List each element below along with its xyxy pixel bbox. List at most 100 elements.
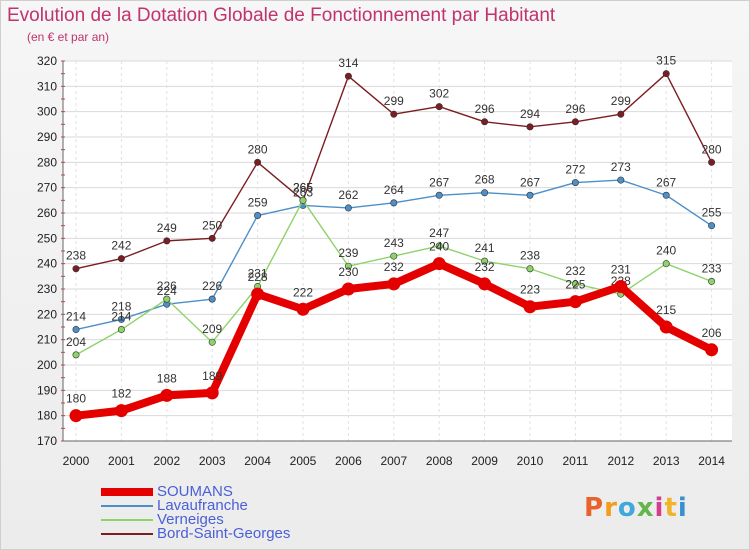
data-point: [341, 282, 355, 296]
data-point: [662, 191, 670, 199]
data-point: [614, 279, 628, 293]
data-point: [205, 386, 219, 400]
data-label: 223: [520, 283, 540, 297]
data-point: [662, 260, 670, 268]
legend-swatch: [101, 505, 153, 507]
data-label: 224: [157, 284, 177, 298]
y-tick-label: 300: [37, 105, 57, 119]
proxiti-logo: Proxiti: [584, 493, 688, 523]
data-label: 214: [66, 310, 86, 324]
data-label: 267: [429, 175, 449, 189]
legend-item: Lavaufranche: [101, 498, 290, 513]
data-point: [659, 320, 673, 334]
data-point: [387, 277, 401, 291]
x-tick-label: 2004: [244, 454, 271, 468]
data-point: [435, 103, 443, 111]
data-point: [163, 237, 171, 245]
data-label: 226: [202, 279, 222, 293]
data-label: 233: [702, 261, 722, 275]
data-label: 314: [338, 56, 358, 70]
data-point: [435, 191, 443, 199]
data-point: [114, 404, 128, 418]
y-tick-label: 200: [37, 358, 57, 372]
x-tick-label: 2006: [335, 454, 362, 468]
data-label: 280: [248, 142, 268, 156]
y-tick-label: 240: [37, 257, 57, 271]
x-tick-label: 2013: [653, 454, 680, 468]
x-tick-label: 2005: [290, 454, 317, 468]
legend-item: Verneiges: [101, 512, 290, 527]
data-point: [571, 179, 579, 187]
data-label: 204: [66, 335, 86, 349]
data-label: 239: [338, 246, 358, 260]
data-label: 241: [475, 241, 495, 255]
data-point: [526, 191, 534, 199]
data-label: 238: [66, 249, 86, 263]
data-label: 243: [384, 236, 404, 250]
data-point: [69, 409, 83, 423]
y-tick-label: 220: [37, 307, 57, 321]
x-tick-label: 2001: [108, 454, 135, 468]
x-tick-label: 2000: [63, 454, 90, 468]
data-label: 188: [157, 371, 177, 385]
data-label: 232: [565, 264, 585, 278]
data-label: 296: [475, 102, 495, 116]
data-label: 255: [702, 206, 722, 220]
data-label: 226: [157, 279, 177, 293]
data-label: 302: [429, 87, 449, 101]
y-tick-label: 170: [37, 434, 57, 448]
y-tick-label: 230: [37, 282, 57, 296]
data-point: [208, 295, 216, 303]
data-point: [526, 265, 534, 273]
data-point: [435, 242, 443, 250]
data-point: [117, 326, 125, 334]
logo-letter: o: [617, 493, 637, 523]
data-label: 215: [656, 303, 676, 317]
logo-letter: i: [677, 493, 688, 523]
chart-legend: SOUMANS Lavaufranche Verneiges Bord-Saint-G…: [101, 484, 290, 541]
data-label: 228: [248, 270, 268, 284]
data-point: [344, 204, 352, 212]
y-tick-label: 320: [37, 54, 57, 68]
x-tick-label: 2003: [199, 454, 226, 468]
y-tick-label: 310: [37, 79, 57, 93]
legend-item: SOUMANS: [101, 484, 290, 499]
x-tick-label: 2009: [471, 454, 498, 468]
data-point: [481, 118, 489, 126]
x-tick-label: 2014: [698, 454, 725, 468]
data-label: 263: [293, 185, 313, 199]
data-point: [72, 351, 80, 359]
data-label: 272: [565, 163, 585, 177]
data-point: [299, 196, 307, 204]
data-label: 240: [656, 244, 676, 258]
data-point: [708, 158, 716, 166]
data-point: [617, 110, 625, 118]
data-label: 230: [338, 265, 358, 279]
data-point: [662, 70, 670, 78]
data-label: 232: [475, 260, 495, 274]
data-point: [208, 338, 216, 346]
data-label: 315: [656, 54, 676, 68]
data-label: 180: [66, 392, 86, 406]
y-tick-label: 290: [37, 130, 57, 144]
data-point: [251, 287, 265, 301]
data-point: [705, 343, 719, 357]
data-point: [390, 252, 398, 260]
data-label: 247: [429, 226, 449, 240]
data-point: [390, 199, 398, 207]
data-label: 242: [111, 239, 131, 253]
data-point: [568, 295, 582, 309]
data-label: 265: [293, 180, 313, 194]
logo-letter: P: [584, 493, 605, 523]
data-point: [523, 300, 537, 314]
data-label: 182: [111, 387, 131, 401]
x-tick-label: 2007: [380, 454, 407, 468]
data-point: [617, 176, 625, 184]
data-label: 265: [293, 180, 313, 194]
data-label: 214: [111, 310, 131, 324]
data-label: 218: [111, 299, 131, 313]
data-label: 222: [293, 285, 313, 299]
data-label: 259: [248, 196, 268, 210]
